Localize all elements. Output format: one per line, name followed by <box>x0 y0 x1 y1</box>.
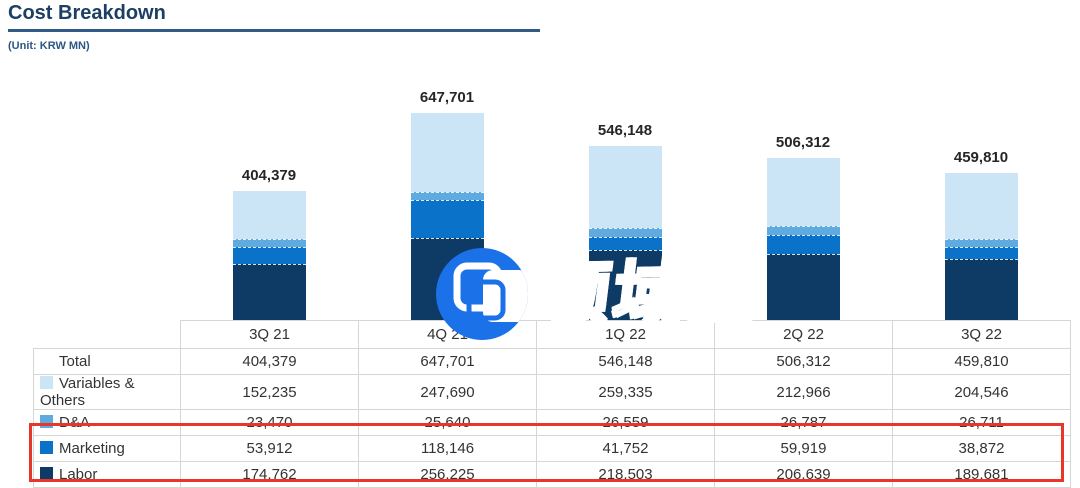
column-header: 3Q 21 <box>180 320 359 349</box>
legend-swatch-spacer <box>40 354 53 367</box>
value-cell: 189,681 <box>892 461 1071 488</box>
category-column-2q-22: 506,312 <box>714 80 892 320</box>
bar-total-label: 404,379 <box>241 166 297 184</box>
title-underline <box>8 29 540 32</box>
bar-segment-labor <box>410 238 484 320</box>
stacked-bar <box>232 190 306 320</box>
row-label: Total <box>33 348 181 375</box>
value-cell: 546,148 <box>536 348 715 375</box>
table-row-total: Total 404,379 647,701 546,148 506,312 459,810 <box>33 348 1071 375</box>
value-cell: 26,559 <box>536 409 715 436</box>
bar-segment-variables-others <box>944 173 1018 239</box>
row-label: Labor <box>33 461 181 488</box>
row-label: Marketing <box>33 435 181 462</box>
bar-segment-variables-others <box>766 158 840 227</box>
bar-segment-d-a <box>410 192 484 201</box>
bar-segment-labor <box>588 250 662 320</box>
value-cell: 212,966 <box>714 374 893 410</box>
category-column-1q-22: 546,148 <box>536 80 714 320</box>
table-row-labor: Labor 174,762 256,225 218,503 206,639 189,681 <box>33 461 1071 488</box>
bar-segment-labor <box>232 264 306 320</box>
value-cell: 247,690 <box>358 374 537 410</box>
legend-swatch <box>40 376 53 389</box>
table-row-d-a: D&A 23,470 25,640 26,559 26,787 26,711 <box>33 409 1071 436</box>
row-label: D&A <box>33 409 181 436</box>
column-header: 4Q 21 <box>358 320 537 349</box>
column-header: 1Q 22 <box>536 320 715 349</box>
bar-total-label: 546,148 <box>597 121 653 139</box>
bar-total-label: 459,810 <box>953 149 1009 167</box>
bar-segment-marketing <box>766 234 840 254</box>
value-cell: 38,872 <box>892 435 1071 462</box>
value-cell: 26,787 <box>714 409 893 436</box>
bar-segment-marketing <box>232 246 306 265</box>
bar-segment-d-a <box>766 226 840 235</box>
value-cell: 25,640 <box>358 409 537 436</box>
bar-segment-d-a <box>232 239 306 247</box>
bar-segment-marketing <box>588 236 662 251</box>
category-column-3q-21: 404,379 <box>180 80 358 320</box>
unit-label: (Unit: KRW MN) <box>8 40 90 52</box>
value-cell: 53,912 <box>180 435 359 462</box>
table-row-variables-others: Variables & Others 152,235 247,690 259,335 2… <box>33 374 1071 410</box>
stacked-bar <box>766 158 840 320</box>
value-cell: 506,312 <box>714 348 893 375</box>
value-cell: 174,762 <box>180 461 359 488</box>
stacked-bar <box>410 112 484 320</box>
value-cell: 152,235 <box>180 374 359 410</box>
bar-segment-marketing <box>944 247 1018 260</box>
value-cell: 259,335 <box>536 374 715 410</box>
value-cell: 647,701 <box>358 348 537 375</box>
stacked-bar <box>588 145 662 320</box>
value-cell: 404,379 <box>180 348 359 375</box>
bar-segment-d-a <box>944 238 1018 248</box>
stacked-bar <box>944 173 1018 320</box>
row-label: Variables & Others <box>33 374 181 410</box>
value-cell: 118,146 <box>358 435 537 462</box>
value-cell: 204,546 <box>892 374 1071 410</box>
value-cell: 59,919 <box>714 435 893 462</box>
legend-swatch <box>40 415 53 428</box>
bar-segment-variables-others <box>410 112 484 193</box>
bar-segment-d-a <box>588 228 662 237</box>
data-table: 3Q 21 4Q 21 1Q 22 2Q 22 3Q 22 Total 404,379 64… <box>33 320 1071 488</box>
category-column-4q-21: 647,701 <box>358 80 536 320</box>
table-corner-cell <box>34 321 181 349</box>
legend-swatch <box>40 467 53 480</box>
bar-total-label: 647,701 <box>419 88 475 106</box>
bar-segment-marketing <box>410 200 484 239</box>
value-cell: 23,470 <box>180 409 359 436</box>
bar-total-label: 506,312 <box>775 134 831 152</box>
value-cell: 206,639 <box>714 461 893 488</box>
bar-segment-variables-others <box>232 190 306 240</box>
bar-segment-labor <box>766 254 840 320</box>
value-cell: 459,810 <box>892 348 1071 375</box>
page-title: Cost Breakdown <box>8 2 166 24</box>
value-cell: 41,752 <box>536 435 715 462</box>
bar-segment-labor <box>944 259 1018 320</box>
bar-segment-variables-others <box>588 145 662 229</box>
column-header: 3Q 22 <box>892 320 1071 349</box>
column-header: 2Q 22 <box>714 320 893 349</box>
value-cell: 26,711 <box>892 409 1071 436</box>
value-cell: 256,225 <box>358 461 537 488</box>
stacked-bar-chart: 404,379 647,701 546,148 506,312 459,810 <box>180 80 1070 320</box>
value-cell: 218,503 <box>536 461 715 488</box>
table-header-row: 3Q 21 4Q 21 1Q 22 2Q 22 3Q 22 <box>34 320 1071 349</box>
category-column-3q-22: 459,810 <box>892 80 1070 320</box>
table-row-marketing: Marketing 53,912 118,146 41,752 59,919 38,872 <box>33 435 1071 462</box>
legend-swatch <box>40 441 53 454</box>
